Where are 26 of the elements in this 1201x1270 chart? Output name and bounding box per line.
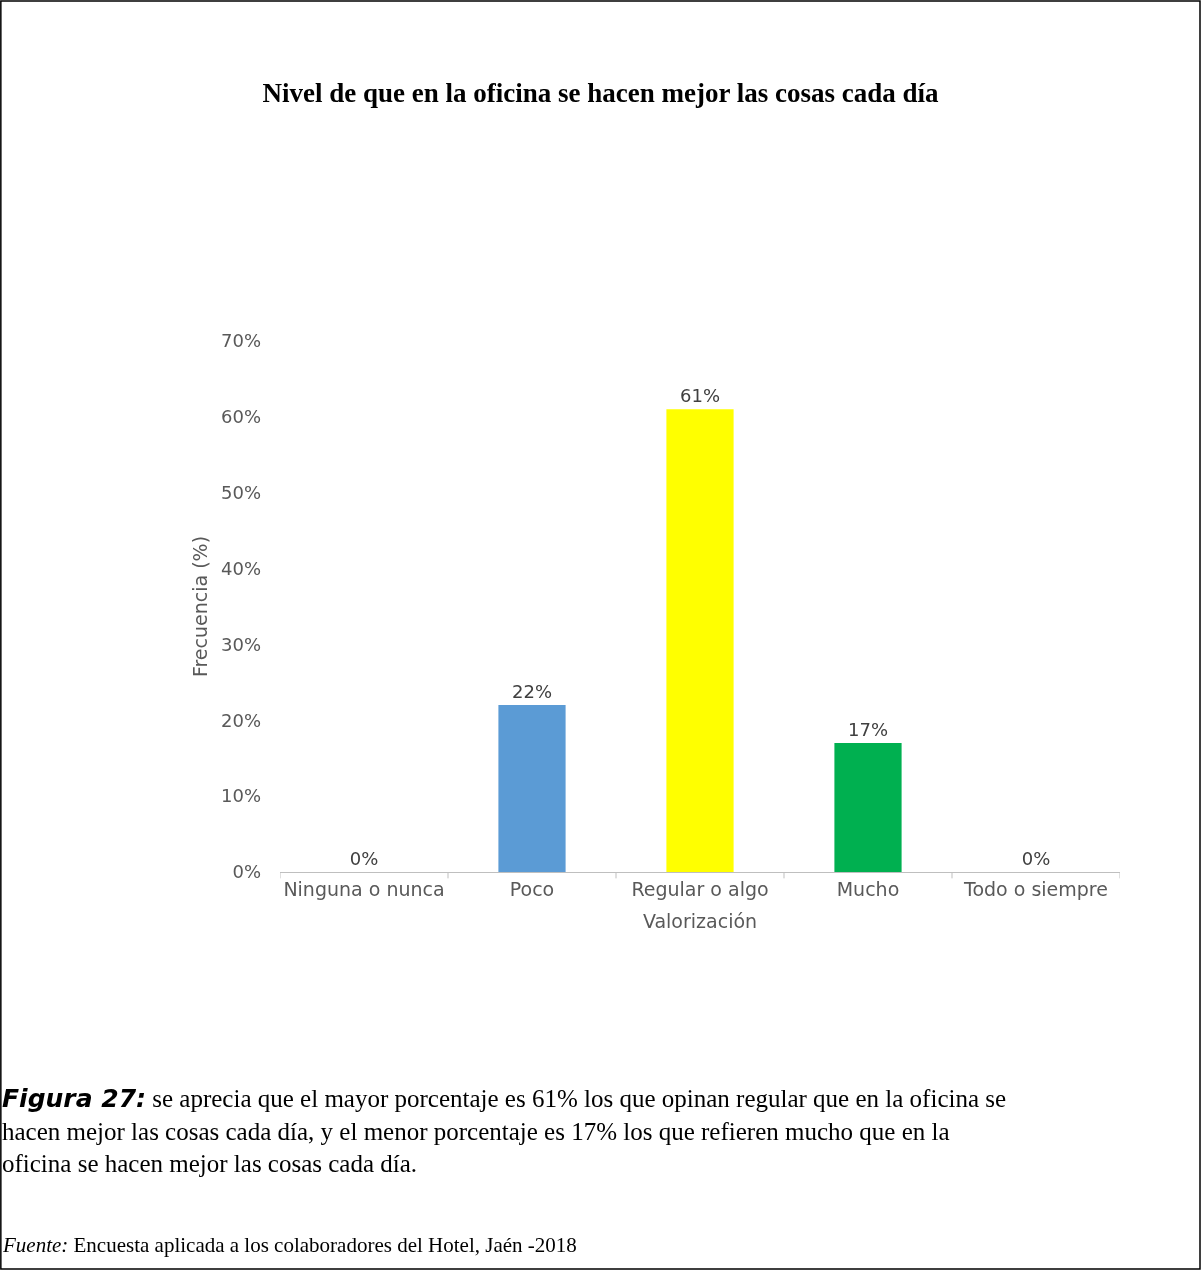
y-axis-title: Frecuencia (%) <box>188 535 211 678</box>
y-tick-label: 60% <box>220 406 261 428</box>
data-label: 0% <box>349 848 379 869</box>
y-tick-label: 20% <box>220 709 261 731</box>
text: Figura 27: se aprecia que el mayor porcentaje es 61% los que opinan regular que en la oficina se hacen mejor las cosas cada día, y el menor porcentaje es 17% los que refieren mucho que en la oficina se hacen mejor las cosas cada día. <box>2 1084 1007 1177</box>
bar <box>498 705 566 872</box>
x-tick-label: Regular o algo <box>631 877 769 900</box>
data-label: 61% <box>679 385 721 407</box>
x-tick-label: Ninguna o nunca <box>283 877 445 900</box>
x-tick-label: Poco <box>509 877 555 900</box>
data-label: 0% <box>1021 848 1051 869</box>
y-tick-label: 0% <box>232 861 261 883</box>
chart-title: Nivel de que en la oficina se hacen mejor las cosas cada día <box>262 78 939 109</box>
bar <box>834 743 902 872</box>
y-tick-label: 40% <box>220 557 261 579</box>
y-tick-label: 70% <box>220 330 261 352</box>
y-tick-label: 30% <box>220 633 261 655</box>
bar <box>666 409 734 872</box>
data-label: 22% <box>511 681 553 703</box>
x-tick-label: Todo o siempre <box>963 877 1108 900</box>
y-tick-label: 50% <box>220 482 261 504</box>
data-label: 17% <box>847 719 889 741</box>
x-tick-label: Mucho <box>836 877 900 900</box>
source-note: Fuente: Encuesta aplicada a los colaboradores del Hotel, Jaén -2018 <box>2 1233 577 1257</box>
y-tick-label: 10% <box>220 785 261 807</box>
x-axis-title: Valorización <box>642 909 758 932</box>
